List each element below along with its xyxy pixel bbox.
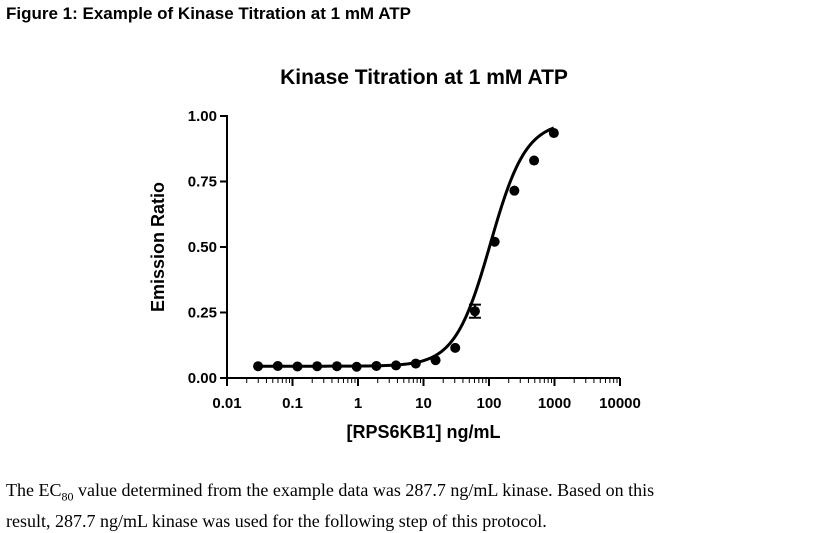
data-point <box>410 358 421 369</box>
x-tick-label: 10 <box>415 395 432 412</box>
y-tick-label: 0.50 <box>188 239 217 256</box>
figure-heading: Figure 1: Example of Kinase Titration at… <box>6 4 411 23</box>
data-point <box>469 306 480 317</box>
data-point <box>351 361 362 372</box>
y-tick-label: 0.00 <box>188 370 217 387</box>
kinase-titration-chart: Kinase Titration at 1 mM ATP 0.00 0.25 0.50… <box>148 66 641 442</box>
data-point <box>529 155 540 166</box>
data-point <box>509 185 520 196</box>
x-tick-label: 1 <box>354 395 362 412</box>
data-point <box>292 361 303 372</box>
data-point <box>430 355 441 366</box>
data-point <box>371 360 382 371</box>
chart-title: Kinase Titration at 1 mM ATP <box>280 66 568 89</box>
caption-line2: result, 287.7 ng/mL kinase was used for … <box>6 510 547 531</box>
y-tick-label: 1.00 <box>188 108 217 125</box>
data-point <box>450 342 461 353</box>
fit-curve <box>258 126 555 368</box>
caption-line1-rest: value determined from the example data w… <box>73 480 655 500</box>
data-point <box>489 236 500 247</box>
figure-caption: The EC80 value determined from the examp… <box>6 478 818 533</box>
y-axis-title: Emission Ratio <box>148 182 168 312</box>
y-tick-label: 0.75 <box>188 174 217 191</box>
data-point <box>312 361 323 372</box>
x-tick-label: 0.01 <box>212 395 241 412</box>
x-tick-label: 0.1 <box>282 395 303 412</box>
y-tick-label: 0.25 <box>188 305 217 322</box>
x-tick-label: 1000 <box>538 395 571 412</box>
data-point <box>272 360 283 371</box>
caption-line1-subscript: 80 <box>61 489 74 504</box>
data-point <box>391 360 402 371</box>
caption-line1-prefix: The EC <box>6 480 62 500</box>
data-point <box>331 361 342 372</box>
data-point <box>548 128 559 139</box>
data-point <box>253 361 264 372</box>
x-tick-label: 100 <box>476 395 501 412</box>
x-axis-title: [RPS6KB1] ng/mL <box>346 422 500 442</box>
x-tick-label: 10000 <box>599 395 641 412</box>
